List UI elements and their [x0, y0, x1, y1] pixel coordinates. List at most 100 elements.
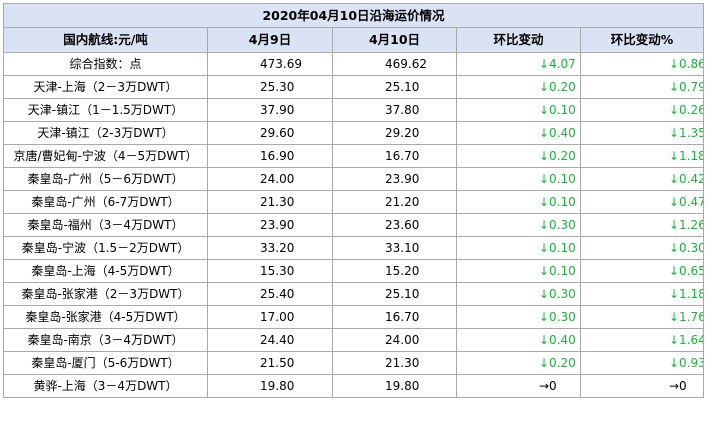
- title-row: 2020年04月10日沿海运价情况: [2, 3, 705, 28]
- route-cell: 秦皇岛-张家港（4-5万DWT）: [3, 305, 208, 329]
- route-cell: 天津-上海（2－3万DWT）: [3, 75, 208, 99]
- change-pct-cell: ↓0.42%: [579, 167, 705, 191]
- apr10-value-cell: 21.20: [332, 190, 457, 214]
- change-pct-cell: →0: [579, 374, 705, 398]
- route-cell: 秦皇岛-宁波（1.5－2万DWT）: [3, 236, 208, 260]
- header-apr9: 4月9日: [207, 27, 333, 53]
- header-row: 国内航线:元/吨 4月9日 4月10日 环比变动 环比变动%: [3, 27, 705, 53]
- change-cell: ↓0.20: [456, 75, 581, 99]
- apr9-value-cell: 24.40: [207, 328, 333, 352]
- apr10-value-cell: 24.00: [332, 328, 457, 352]
- route-cell: 秦皇岛-广州（5－6万DWT）: [3, 167, 208, 191]
- route-label: 秦皇岛-广州（5－6万DWT）: [27, 172, 184, 186]
- change-cell: →0: [456, 374, 581, 398]
- change-cell: ↓0.10: [456, 190, 581, 214]
- apr9-value-cell: 21.50: [207, 351, 333, 375]
- apr9-value-cell: 29.60: [207, 121, 333, 145]
- route-cell: 天津-镇江（2-3万DWT）: [3, 121, 208, 145]
- change-cell: ↓0.20: [456, 144, 581, 168]
- apr9-value-cell: 25.40: [207, 282, 333, 306]
- apr10-value-cell: 25.10: [332, 282, 457, 306]
- change-cell: ↓0.30: [456, 213, 581, 237]
- route-label: 秦皇岛-广州（6-7万DWT）: [31, 195, 180, 209]
- apr10-value-cell: 15.20: [332, 259, 457, 283]
- apr9-value-cell: 19.80: [207, 374, 333, 398]
- route-cell: 综合指数：点: [3, 52, 208, 76]
- route-cell: 京唐/曹妃甸-宁波（4－5万DWT）: [3, 144, 208, 168]
- route-label: 综合指数：点: [69, 57, 142, 71]
- apr10-value-cell: 37.80: [332, 98, 457, 122]
- change-pct-cell: ↓0.30%: [579, 236, 705, 260]
- route-cell: 秦皇岛-福州（3－4万DWT）: [3, 213, 208, 237]
- route-cell: 秦皇岛-厦门（5-6万DWT）: [3, 351, 208, 375]
- change-cell: ↓4.07: [456, 52, 581, 76]
- route-cell: 天津-镇江（1－1.5万DWT）: [3, 98, 208, 122]
- change-pct-cell: ↓1.35%: [579, 121, 705, 145]
- apr9-value-cell: 23.90: [207, 213, 333, 237]
- change-cell: ↓0.40: [456, 121, 581, 145]
- apr9-value-cell: 21.30: [207, 190, 333, 214]
- apr9-value-cell: 25.30: [207, 75, 333, 99]
- table-title: 2020年04月10日沿海运价情况: [2, 3, 705, 28]
- change-cell: ↓0.20: [456, 351, 581, 375]
- route-label: 天津-镇江（2-3万DWT）: [37, 126, 174, 140]
- table-row: 黄骅-上海（3－4万DWT） 19.80 19.80 →0 →0: [3, 374, 705, 398]
- apr9-value-cell: 473.69: [207, 52, 333, 76]
- route-label: 京唐/曹妃甸-宁波（4－5万DWT）: [13, 149, 198, 163]
- apr10-value-cell: 33.10: [332, 236, 457, 260]
- apr10-value-cell: 21.30: [332, 351, 457, 375]
- apr9-value-cell: 17.00: [207, 305, 333, 329]
- route-cell: 秦皇岛-张家港（2－3万DWT）: [3, 282, 208, 306]
- apr9-value-cell: 15.30: [207, 259, 333, 283]
- apr9-value-cell: 37.90: [207, 98, 333, 122]
- route-label: 秦皇岛-宁波（1.5－2万DWT）: [21, 241, 190, 255]
- apr10-value-cell: 19.80: [332, 374, 457, 398]
- change-pct-cell: ↓1.64%: [579, 328, 705, 352]
- apr10-value-cell: 469.62: [332, 52, 457, 76]
- freight-rate-table-container: 2020年04月10日沿海运价情况 国内航线:元/吨 4月9日 4月10日 环比…: [2, 3, 705, 398]
- route-label: 秦皇岛-厦门（5-6万DWT）: [31, 356, 180, 370]
- apr10-value-cell: 23.90: [332, 167, 457, 191]
- route-cell: 秦皇岛-上海（4-5万DWT）: [3, 259, 208, 283]
- apr10-value-cell: 29.20: [332, 121, 457, 145]
- route-label: 天津-镇江（1－1.5万DWT）: [27, 103, 184, 117]
- change-cell: ↓0.10: [456, 236, 581, 260]
- route-label: 天津-上海（2－3万DWT）: [33, 80, 178, 94]
- apr10-value-cell: 16.70: [332, 144, 457, 168]
- apr9-value-cell: 24.00: [207, 167, 333, 191]
- change-pct-cell: ↓1.26%: [579, 213, 705, 237]
- apr10-value-cell: 25.10: [332, 75, 457, 99]
- route-cell: 黄骅-上海（3－4万DWT）: [3, 374, 208, 398]
- route-label: 秦皇岛-上海（4-5万DWT）: [31, 264, 180, 278]
- header-route: 国内航线:元/吨: [3, 27, 208, 53]
- change-pct-cell: ↓1.18%: [579, 282, 705, 306]
- apr9-value-cell: 33.20: [207, 236, 333, 260]
- route-label: 秦皇岛-南京（3－4万DWT）: [27, 333, 184, 347]
- apr10-value-cell: 23.60: [332, 213, 457, 237]
- change-pct-cell: ↓0.93%: [579, 351, 705, 375]
- header-apr10: 4月10日: [332, 27, 457, 53]
- change-cell: ↓0.30: [456, 305, 581, 329]
- header-change: 环比变动: [456, 27, 581, 53]
- route-label: 秦皇岛-张家港（4-5万DWT）: [25, 310, 186, 324]
- route-cell: 秦皇岛-南京（3－4万DWT）: [3, 328, 208, 352]
- apr9-value-cell: 16.90: [207, 144, 333, 168]
- change-pct-cell: ↓0.79%: [579, 75, 705, 99]
- freight-rate-table: 2020年04月10日沿海运价情况 国内航线:元/吨 4月9日 4月10日 环比…: [2, 3, 705, 398]
- route-label: 秦皇岛-福州（3－4万DWT）: [27, 218, 184, 232]
- route-cell: 秦皇岛-广州（6-7万DWT）: [3, 190, 208, 214]
